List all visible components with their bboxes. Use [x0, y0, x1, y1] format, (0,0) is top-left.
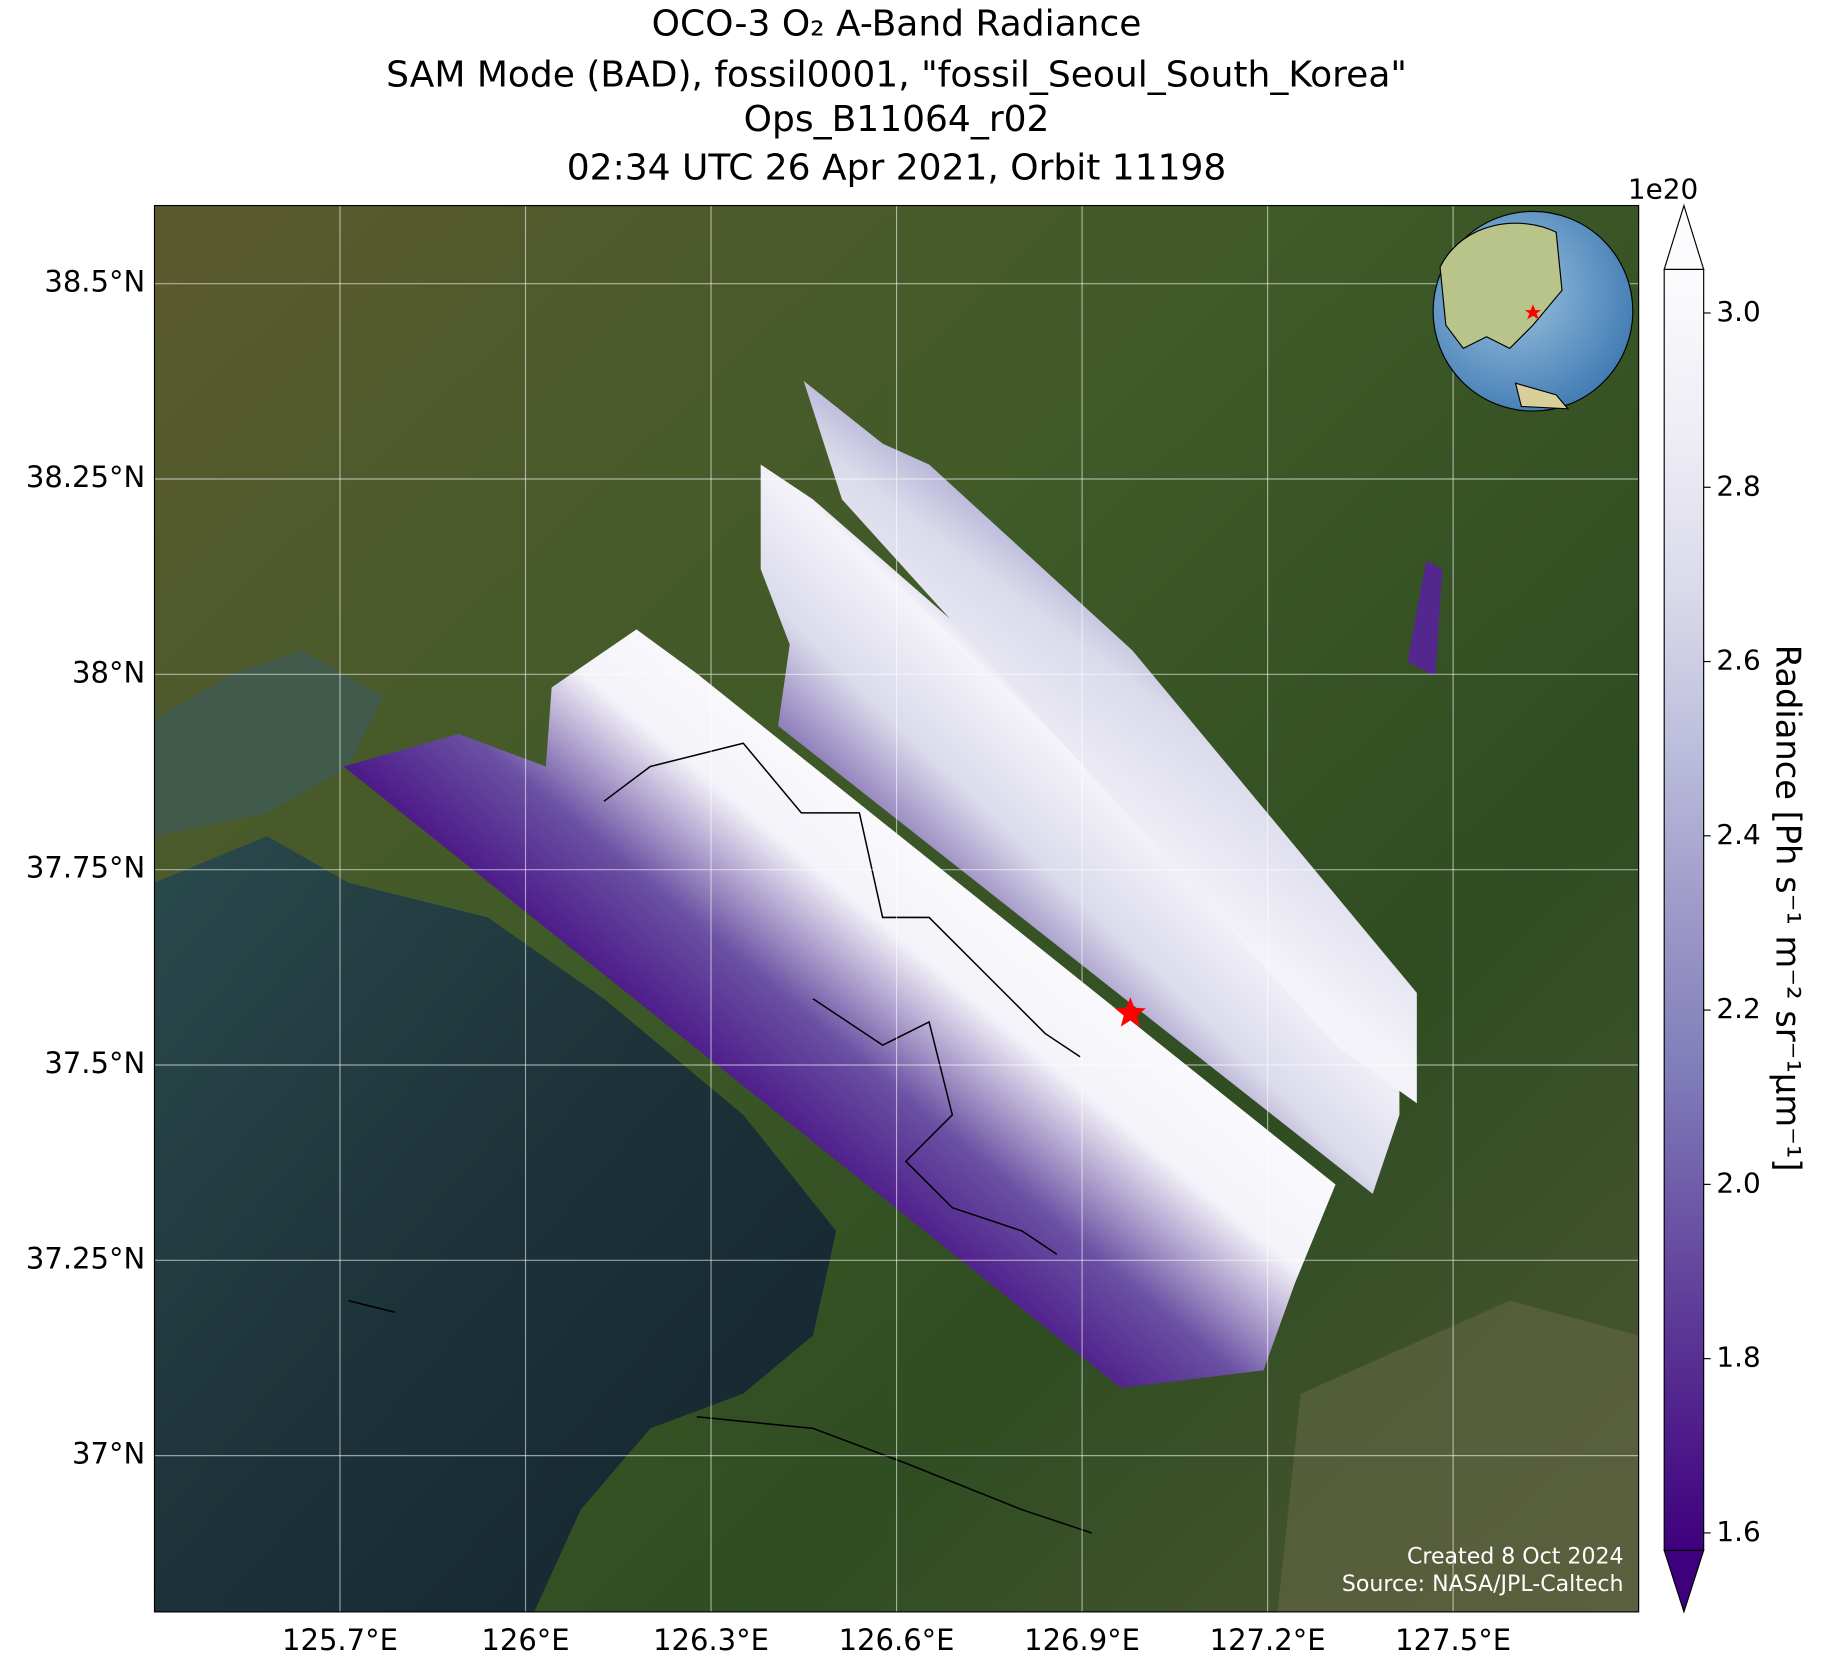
colorbar-tick-label: 2.8 — [1716, 469, 1760, 502]
colorbar-body — [1663, 268, 1705, 1551]
y-tick-label: 37°N — [72, 1437, 145, 1471]
colorbar-tick-label: 2.6 — [1716, 644, 1760, 677]
colorbar-tick-label: 2.2 — [1716, 992, 1760, 1025]
x-tick-label: 126.6°E — [839, 1623, 955, 1657]
y-tick-label: 38.25°N — [26, 460, 145, 494]
target-star — [1114, 997, 1146, 1027]
swath — [760, 464, 1400, 1194]
colorbar-label: Radiance [Ph s⁻¹ m⁻² sr⁻¹µm⁻¹] — [1769, 645, 1808, 1172]
map-frame — [153, 204, 1640, 1613]
title-line: Ops_B11064_r02 — [744, 99, 1050, 140]
globe-target — [1524, 304, 1542, 320]
y-tick-label: 37.75°N — [26, 851, 145, 885]
colorbar-tick-label: 2.0 — [1716, 1166, 1760, 1199]
colorbar-tick-label: 1.6 — [1716, 1515, 1760, 1548]
urban-area — [1277, 1300, 1639, 1612]
title-line: OCO-3 O₂ A-Band Radiance — [652, 4, 1142, 45]
sea — [154, 836, 837, 1612]
x-tick-label: 126°E — [481, 1623, 569, 1657]
coastline — [348, 742, 1092, 1534]
map-area — [154, 205, 1639, 1612]
y-tick-label: 37.25°N — [26, 1241, 145, 1275]
title-line: 02:34 UTC 26 Apr 2021, Orbit 11198 — [567, 148, 1227, 189]
colorbar-tick-label: 3.0 — [1716, 295, 1760, 328]
x-tick-label: 126.3°E — [653, 1623, 769, 1657]
colorbar-extend-bottom — [1663, 1549, 1705, 1614]
axes: 125.7°E 126°E 126.3°E 126.6°E 126.9°E 127.2°E… — [26, 265, 1511, 1657]
globe-inset — [1432, 210, 1634, 412]
title-block: OCO-3 O₂ A-Band Radiance SAM Mode (BAD), … — [386, 4, 1407, 189]
x-tick-label: 125.7°E — [282, 1623, 398, 1657]
credit: Source: NASA/JPL-Caltech — [1342, 1572, 1624, 1597]
estuary — [154, 650, 384, 837]
swath — [803, 380, 1417, 1104]
continent — [1514, 382, 1570, 410]
colorbar-tick-label: 2.4 — [1716, 818, 1760, 851]
y-tick-label: 38.5°N — [44, 265, 145, 299]
x-tick-label: 126.9°E — [1024, 1623, 1140, 1657]
y-tick-label: 38°N — [72, 655, 145, 689]
swath — [343, 629, 1336, 1388]
colorbar-offset: 1e20 — [1628, 172, 1698, 205]
colorbar-extend-top — [1663, 203, 1705, 271]
title-line: SAM Mode (BAD), fossil0001, "fossil_Seou… — [386, 55, 1407, 96]
credit: Created 8 Oct 2024 — [1407, 1544, 1624, 1569]
y-tick-label: 37.5°N — [44, 1046, 145, 1080]
continent — [1439, 222, 1563, 350]
colorbar: 1.6 1.8 2.0 2.2 2.4 2.6 2.8 3.0 1e20 Radiance [Ph… — [1628, 172, 1808, 1614]
colorbar-tick-label: 1.8 — [1716, 1341, 1760, 1374]
x-tick-label: 127.5°E — [1395, 1623, 1511, 1657]
x-tick-label: 127.2°E — [1210, 1623, 1326, 1657]
grid — [154, 205, 1639, 1612]
swath — [1407, 560, 1443, 676]
